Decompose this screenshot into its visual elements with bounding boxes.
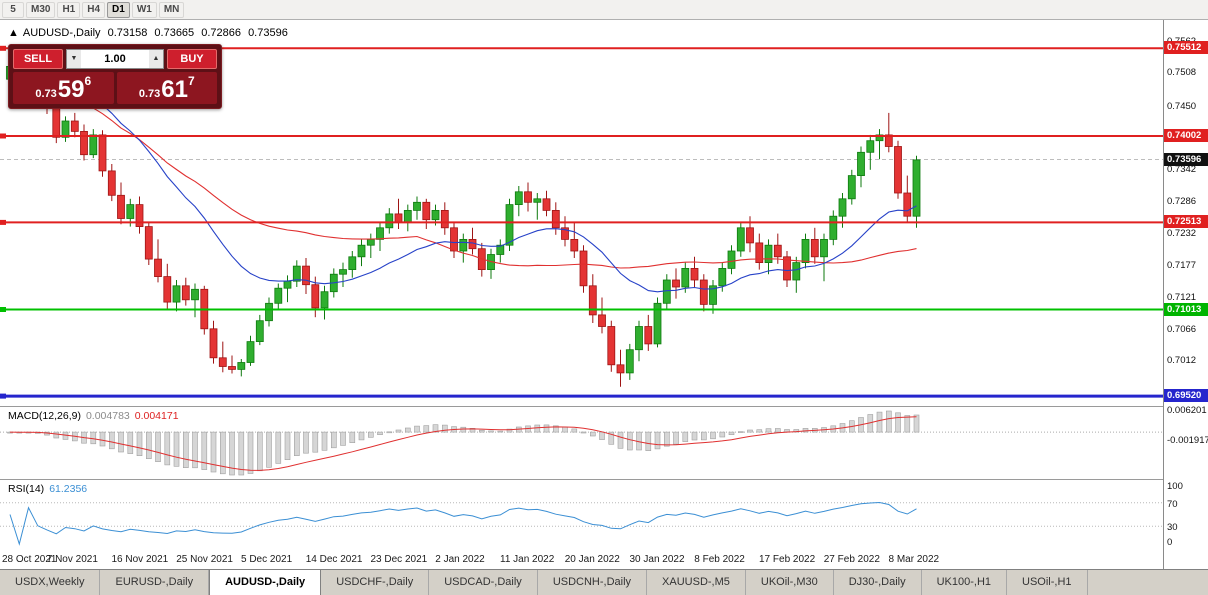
date-axis-label: 8 Feb 2022 (694, 554, 745, 565)
date-axis-label: 8 Mar 2022 (888, 554, 940, 565)
date-axis-label: 5 Dec 2021 (241, 554, 293, 565)
tab-audusd-daily[interactable]: AUDUSD-,Daily (209, 570, 322, 595)
sell-price-pip: 6 (84, 74, 92, 88)
price-axis-badge: 0.73596 (1164, 152, 1208, 166)
tab-eurusd-daily[interactable]: EURUSD-,Daily (100, 570, 210, 595)
ma-slow-line (9, 65, 917, 269)
volume-decrease-icon[interactable]: ▼ (67, 50, 81, 68)
price-axis-label: 100 (1167, 481, 1183, 492)
buy-price-display[interactable]: 0.73 61 7 (116, 72, 217, 104)
price-axis-badge: 0.75512 (1164, 41, 1208, 55)
rsi-indicator-chart[interactable] (0, 480, 1163, 551)
date-axis-label: 16 Nov 2021 (111, 554, 169, 565)
price-axis-label: 0.7177 (1167, 259, 1197, 271)
tab-usdx-weekly[interactable]: USDX,Weekly (0, 570, 101, 595)
timeframe-toolbar: 5 M30 H1 H4 D1 W1 MN (0, 0, 1208, 20)
tab-usdchf-daily[interactable]: USDCHF-,Daily (321, 570, 430, 595)
date-axis-label: 7 Nov 2021 (46, 554, 98, 565)
buy-button[interactable]: BUY (167, 49, 217, 69)
price-axis-label: 30 (1167, 522, 1178, 534)
tab-dj30-daily[interactable]: DJ30-,Daily (833, 570, 922, 595)
tab-usdcad-daily[interactable]: USDCAD-,Daily (429, 570, 538, 595)
volume-increase-icon[interactable]: ▲ (149, 50, 163, 68)
timeframe-button-h1[interactable]: H1 (57, 1, 81, 18)
macd-signal-line (9, 416, 917, 471)
price-axis-badge: 0.69520 (1164, 389, 1208, 403)
rsi-label: RSI(14) 61.2356 (8, 483, 88, 495)
date-axis: 28 Oct 2021 7 Nov 2021 16 Nov 2021 25 Nov 2… (0, 551, 1163, 569)
macd-indicator-chart[interactable] (0, 407, 1163, 479)
chart-marker-icon: ▲ (8, 27, 19, 39)
date-axis-label: 2 Jan 2022 (435, 554, 485, 565)
high-value: 0.73665 (154, 27, 195, 39)
ma-fast-line (9, 65, 917, 293)
rsi-line (9, 501, 917, 546)
level-line-marker (0, 133, 6, 139)
sell-price-prefix: 0.73 (35, 88, 57, 100)
level-line-marker (0, 307, 6, 312)
buy-price-big: 61 (161, 76, 188, 103)
chart-tab-bar: USDX,Weekly EURUSD-,Daily AUDUSD-,Daily USD… (0, 569, 1208, 595)
macd-main-value: 0.004783 (85, 410, 130, 422)
date-axis-label: 11 Jan 2022 (500, 554, 555, 565)
date-axis-label: 25 Nov 2021 (176, 554, 233, 565)
price-axis-label: 0.7232 (1167, 227, 1197, 239)
date-axis-label: 14 Dec 2021 (305, 554, 363, 565)
price-axis-label: 0.7286 (1167, 196, 1197, 208)
date-axis-label: 30 Jan 2022 (629, 554, 685, 565)
price-axis-label: 0.7121 (1167, 292, 1197, 303)
panel-separator[interactable] (0, 479, 1208, 480)
sell-price-display[interactable]: 0.73 59 6 (13, 72, 114, 104)
sell-button[interactable]: SELL (13, 49, 63, 69)
timeframe-button-5[interactable]: 5 (2, 1, 24, 18)
symbol-label: AUDUSD-,Daily (22, 27, 101, 39)
timeframe-button-d1[interactable]: D1 (107, 1, 130, 18)
price-axis-label: 0.7066 (1167, 324, 1197, 335)
price-axis-label: 0.006201 (1167, 405, 1207, 417)
price-axis: 0.75620.75080.74500.73420.72860.72320.71… (1163, 20, 1208, 569)
panel-separator[interactable] (0, 406, 1208, 407)
ohlc-header: ▲ AUDUSD-,Daily 0.73158 0.73665 0.72866 0… (8, 27, 292, 39)
price-axis-label: 70 (1167, 498, 1178, 510)
price-axis-label: 0.7450 (1167, 101, 1197, 113)
price-axis-badge: 0.74002 (1164, 129, 1208, 142)
macd-signal-value: 0.004171 (134, 410, 179, 422)
price-axis-label: 0.7342 (1167, 163, 1197, 175)
price-axis-label: 0 (1167, 537, 1173, 548)
tab-usoil-h1[interactable]: USOil-,H1 (1007, 570, 1088, 595)
timeframe-button-h4[interactable]: H4 (82, 1, 106, 18)
date-axis-label: 27 Feb 2022 (823, 554, 880, 565)
price-axis-label: 0.7012 (1167, 355, 1197, 367)
level-line-marker (0, 219, 6, 225)
tab-xauusd-m5[interactable]: XAUUSD-,M5 (647, 570, 746, 595)
price-axis-badge: 0.72513 (1164, 215, 1208, 229)
price-axis-label: -0.001917 (1167, 435, 1208, 447)
level-line-marker (0, 393, 6, 399)
buy-price-prefix: 0.73 (138, 88, 161, 100)
tab-ukoil-m30[interactable]: UKOil-,M30 (745, 570, 834, 595)
price-axis-label: 0.7508 (1167, 67, 1197, 79)
date-axis-label: 20 Jan 2022 (564, 554, 620, 565)
date-axis-label: 17 Feb 2022 (759, 554, 816, 565)
timeframe-button-w1[interactable]: W1 (131, 1, 157, 18)
buy-price-pip: 7 (187, 74, 195, 88)
volume-input[interactable] (81, 50, 149, 68)
macd-label: MACD(12,26,9) 0.004783 0.004171 (8, 410, 179, 422)
tab-uk100-h1[interactable]: UK100-,H1 (921, 570, 1008, 595)
volume-stepper: ▼ ▲ (66, 49, 164, 69)
rsi-value: 61.2356 (49, 483, 88, 495)
sell-price-big: 59 (57, 76, 85, 103)
date-axis-label: 23 Dec 2021 (370, 554, 428, 565)
low-value: 0.72866 (201, 27, 241, 39)
close-value: 0.73596 (248, 27, 288, 39)
date-axis-label: 28 Oct 2021 (2, 554, 57, 565)
price-axis-badge: 0.71013 (1164, 302, 1208, 316)
level-line-marker (0, 45, 6, 51)
timeframe-button-mn[interactable]: MN (158, 1, 185, 18)
timeframe-button-m30[interactable]: M30 (26, 1, 56, 18)
open-value: 0.73158 (107, 27, 148, 39)
tab-usdcnh-daily[interactable]: USDCNH-,Daily (537, 570, 648, 595)
